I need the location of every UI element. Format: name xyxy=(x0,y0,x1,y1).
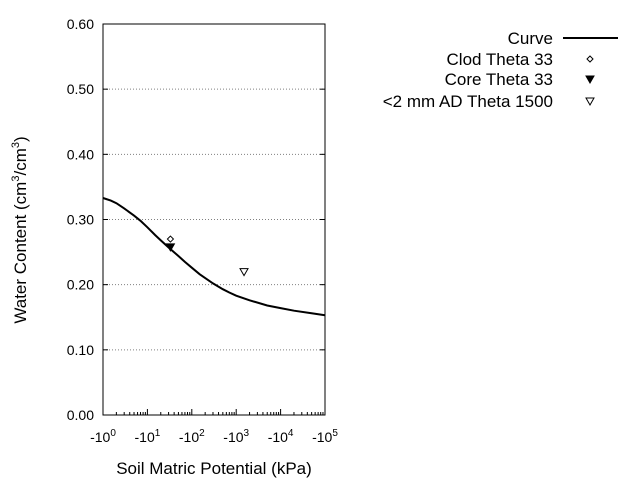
y-axis: 0.00 0.10 0.20 0.30 0.40 0.50 0.60 xyxy=(67,16,325,423)
y-tick-label: 0.60 xyxy=(67,16,94,32)
y-tick-label: 0.50 xyxy=(67,81,94,97)
legend-label: <2 mm AD Theta 1500 xyxy=(383,92,553,111)
y-tick-label: 0.00 xyxy=(67,407,94,423)
legend-label: Core Theta 33 xyxy=(445,70,553,89)
y-axis-label: Water Content (cm3/cm3) xyxy=(10,136,30,323)
y-tick-label: 0.20 xyxy=(67,277,94,293)
x-tick-label: -104 xyxy=(268,428,294,445)
x-tick-label: -101 xyxy=(135,428,161,445)
y-tick-label: 0.40 xyxy=(67,146,94,162)
legend-marker-symbol xyxy=(585,97,595,107)
legend-label: Clod Theta 33 xyxy=(447,50,553,69)
x-axis-label: Soil Matric Potential (kPa) xyxy=(116,459,312,478)
y-tick-label: 0.10 xyxy=(67,342,94,358)
x-tick-label: -103 xyxy=(223,428,249,445)
x-tick-label: -100 xyxy=(90,428,116,445)
legend-label: Curve xyxy=(508,29,553,48)
x-tick-label: -102 xyxy=(179,428,205,445)
x-axis: -100 -101 -102 -103 -104 -105 xyxy=(90,409,338,445)
data-point xyxy=(166,235,175,243)
legend-marker-symbol xyxy=(586,55,594,63)
data-point xyxy=(239,268,249,277)
data-point xyxy=(165,243,176,252)
scatter-markers xyxy=(165,235,249,277)
series-line-curve xyxy=(102,197,326,317)
legend-marker-symbol xyxy=(585,75,595,85)
y-tick-label: 0.30 xyxy=(67,212,94,228)
x-tick-label: -105 xyxy=(312,428,338,445)
